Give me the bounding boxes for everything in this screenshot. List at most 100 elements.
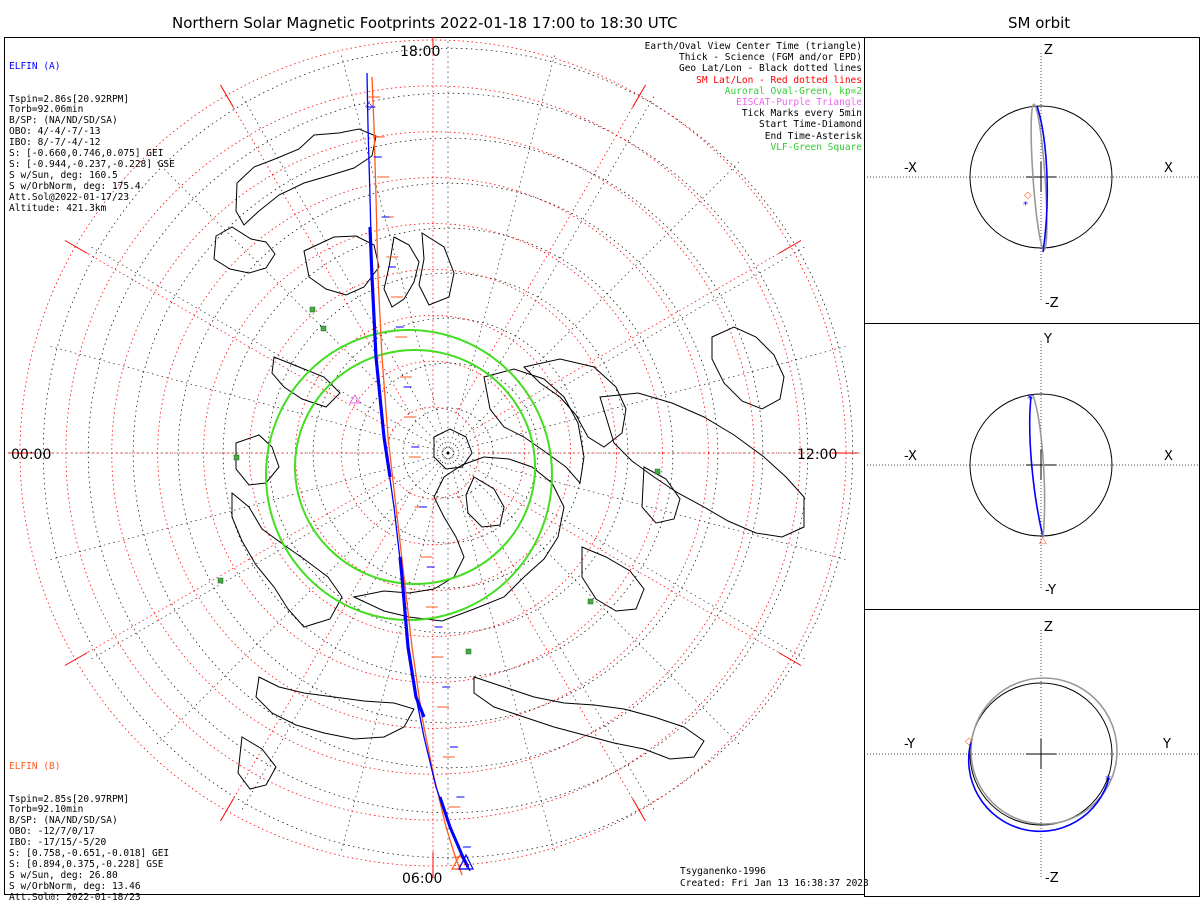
coastline bbox=[255, 676, 415, 740]
coastline bbox=[418, 232, 455, 306]
elfin-a-info-line: S w/Sun, deg: 160.5 bbox=[9, 169, 118, 181]
elfin-a-name: ELFIN (A) bbox=[9, 60, 61, 72]
map-legend: Earth/Oval View Center Time (triangle) Th… bbox=[645, 41, 862, 153]
geo-longitude-line bbox=[155, 452, 449, 746]
elfin-b-info-line: B/SP: (NA/ND/SD/SA) bbox=[9, 815, 118, 827]
geo-longitude-line bbox=[241, 452, 449, 811]
elfin-a-info-line: IBO: 8/-7/-4/-12 bbox=[9, 137, 101, 149]
elfin-a-info-line: Tspin=2.86s[20.92RPM] bbox=[9, 93, 130, 105]
elfin-a-info-line: OBO: 4/-4/-7/-13 bbox=[9, 126, 101, 138]
sm-meridian-line bbox=[472, 246, 791, 431]
elfin-a-orbit bbox=[1028, 396, 1044, 538]
vlf-station-square bbox=[217, 577, 224, 584]
mlt-label-00: 00:00 bbox=[11, 447, 52, 463]
elfin-b-info: ELFIN (B) Tspin=2.85s[20.97RPM] Torb=92.1… bbox=[9, 740, 169, 900]
mlt-tick bbox=[220, 798, 234, 822]
elfin-a-science-segment bbox=[398, 556, 426, 718]
orbit-title: SM orbit bbox=[1008, 14, 1071, 32]
mlt-label-18: 18:00 bbox=[400, 44, 441, 60]
coastline bbox=[213, 226, 276, 274]
coastline bbox=[483, 368, 585, 485]
geo-longitude-line bbox=[447, 345, 848, 454]
legend-entry: Tick Marks every 5min bbox=[741, 108, 862, 120]
elfin-a-info-line: B/SP: (NA/ND/SD/SA) bbox=[9, 115, 118, 127]
legend-entry: Auroral Oval-Green, kp=2 bbox=[724, 85, 862, 97]
vlf-station-square bbox=[654, 468, 661, 475]
elfin-a-info-line: S w/OrbNorm, deg: 175.4 bbox=[9, 180, 141, 192]
elfin-b-info-line: Tspin=2.85s[20.97RPM] bbox=[9, 793, 130, 805]
mlt-tick bbox=[632, 84, 646, 108]
sm-meridian-line bbox=[75, 475, 394, 660]
geo-longitude-line bbox=[48, 345, 449, 454]
orbit1-left-label: -X bbox=[904, 161, 917, 176]
orbit3-left-label: -Y bbox=[904, 737, 916, 752]
end-asterisk: * bbox=[1027, 392, 1033, 406]
geo-longitude-line bbox=[447, 452, 848, 561]
start-diamond: ◇ bbox=[1024, 190, 1032, 201]
elfin-b-info-line: IBO: -17/15/-5/20 bbox=[9, 837, 107, 849]
sm-latitude-circle bbox=[157, 177, 709, 729]
elfin-a-info: ELFIN (A) Tspin=2.86s[20.92RPM] Torb=92.0… bbox=[9, 40, 175, 236]
legend-entry: EISCAT-Purple Triangle bbox=[736, 97, 862, 109]
vlf-station-square bbox=[465, 648, 472, 655]
mlt-label-12: 12:00 bbox=[797, 447, 838, 463]
coastline bbox=[271, 356, 341, 408]
elfin-a-info-line: Att.Sol@2022-01-17/23 bbox=[9, 191, 130, 203]
eiscat-triangle bbox=[349, 394, 361, 404]
geo-longitude-line bbox=[340, 452, 449, 853]
vlf-station-square bbox=[320, 325, 327, 332]
geo-longitude-line bbox=[447, 452, 655, 811]
geo-longitude-line bbox=[447, 160, 741, 454]
elfin-b-info-line: S w/Sun, deg: 26.80 bbox=[9, 869, 118, 881]
vlf-station-square bbox=[587, 598, 594, 605]
elfin-b-name: ELFIN (B) bbox=[9, 760, 61, 772]
elfin-a-science-segment bbox=[438, 796, 470, 868]
created-credit: Created: Fri Jan 13 16:38:37 2023 bbox=[680, 877, 869, 889]
elfin-b-track bbox=[371, 76, 463, 876]
mlt-label-06: 06:00 bbox=[402, 871, 443, 887]
geo-longitude-line bbox=[447, 452, 741, 746]
elfin-b-info-line: Att.Sol@: 2022-01-18/23 bbox=[9, 891, 141, 900]
elfin-a-science-segment bbox=[368, 226, 392, 478]
mlt-tick bbox=[220, 84, 234, 108]
legend-entry: Thick - Science (FGM and/or EPD) bbox=[678, 52, 862, 64]
orbit2-bottom-label: -Y bbox=[1045, 583, 1057, 598]
elfin-a-view-triangle bbox=[458, 853, 474, 870]
credits: Tsyganenko-1996 Created: Fri Jan 13 16:3… bbox=[680, 866, 869, 889]
geo-longitude-line bbox=[447, 95, 655, 454]
elfin-a-lines: Tspin=2.86s[20.92RPM] Torb=92.06min B/SP: … bbox=[9, 93, 175, 215]
legend-entry: VLF-Green Square bbox=[770, 141, 862, 153]
vlf-station-square bbox=[309, 306, 316, 313]
geo-longitude-line bbox=[447, 452, 806, 660]
elfin-b-orbit bbox=[970, 677, 1118, 825]
end-asterisk: * bbox=[1023, 200, 1028, 211]
mlt-tick bbox=[632, 798, 646, 822]
elfin-a-info-line: S: [-0.944,-0.237,-0.228] GSE bbox=[9, 158, 175, 170]
sm-latitude-circle bbox=[65, 85, 801, 821]
geo-longitude-line bbox=[447, 53, 556, 454]
orbit3-top-label: Z bbox=[1044, 620, 1053, 635]
coastline bbox=[231, 491, 343, 628]
coastline bbox=[352, 456, 565, 622]
coastline bbox=[581, 546, 645, 612]
elfin-b-orbit bbox=[1032, 394, 1046, 538]
coastline bbox=[237, 736, 277, 790]
view-triangle: △ bbox=[1039, 535, 1047, 546]
main-title: Northern Solar Magnetic Footprints 2022-… bbox=[172, 14, 678, 32]
coastline bbox=[599, 392, 805, 538]
coastline bbox=[303, 235, 380, 296]
elfin-a-info-line: Torb=92.06min bbox=[9, 104, 84, 116]
orbit2-top-label: Y bbox=[1044, 332, 1052, 347]
elfin-b-info-line: Torb=92.10min bbox=[9, 804, 84, 816]
coastline bbox=[711, 326, 785, 410]
orbit3-bottom-label: -Z bbox=[1045, 871, 1059, 886]
elfin-b-info-line: S: [0.894,0.375,-0.228] GSE bbox=[9, 858, 164, 870]
coastline bbox=[235, 434, 280, 486]
sm-latitude-circle bbox=[249, 269, 617, 637]
orbit1-bottom-label: -Z bbox=[1045, 296, 1059, 311]
legend-entry: Earth/Oval View Center Time (triangle) bbox=[644, 41, 862, 52]
elfin-a-info-line: Altitude: 421.3km bbox=[9, 202, 107, 214]
elfin-a-orbit bbox=[1036, 105, 1049, 253]
coastline bbox=[641, 466, 681, 524]
